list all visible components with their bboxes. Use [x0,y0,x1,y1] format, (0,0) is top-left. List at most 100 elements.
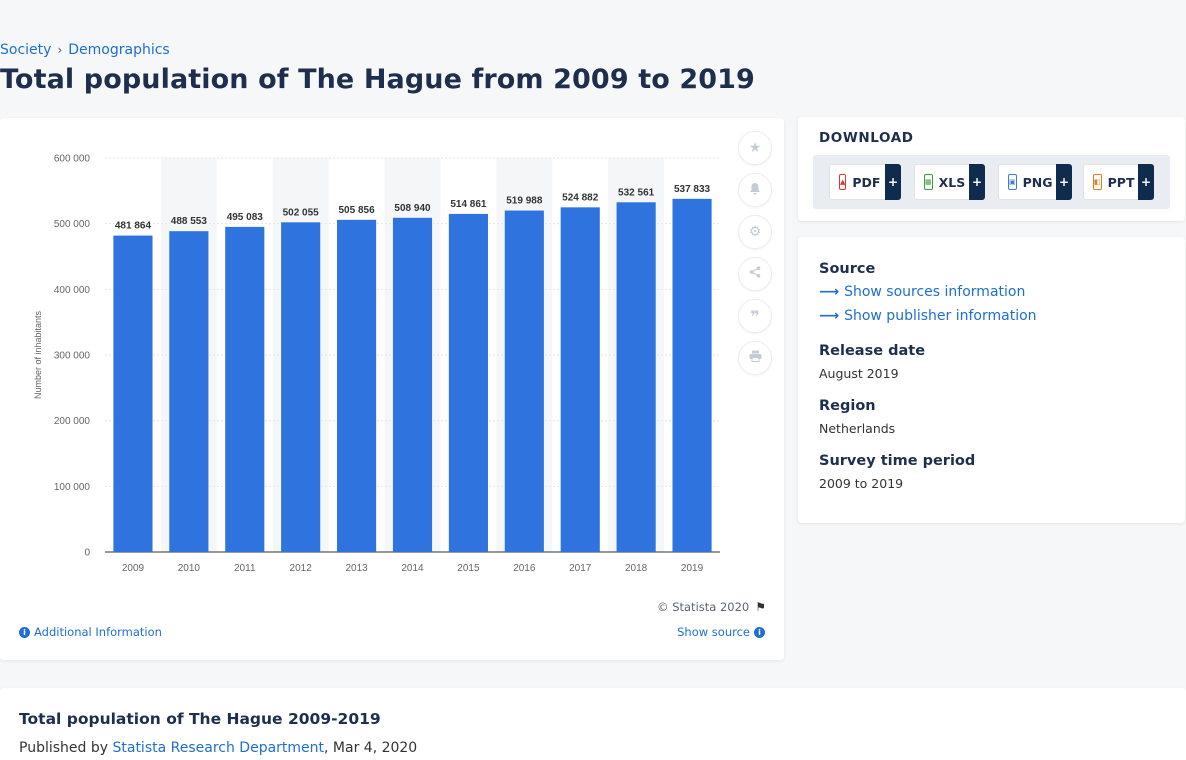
data-label: 505 856 [339,205,376,216]
published-by: Published by Statista Research Departmen… [19,740,417,756]
breadcrumb-demographics[interactable]: Demographics [68,42,170,58]
additional-info-label: Additional Information [34,625,162,639]
x-tick-label: 2016 [513,563,536,574]
x-tick-label: 2010 [178,563,201,574]
show-publisher-link[interactable]: ⟶ Show publisher information [819,308,1037,324]
region-value: Netherlands [819,421,896,436]
x-tick-label: 2009 [122,563,145,574]
region-label: Region [819,398,876,414]
info-icon: i [754,626,765,638]
source-label: Source [819,261,876,277]
bell-icon [749,182,761,199]
xls-plus-button[interactable]: + [969,164,985,200]
bar [392,217,433,552]
copyright-text: © Statista 2020 [657,600,750,614]
bar [560,207,600,552]
data-label: 495 083 [227,212,264,223]
x-tick-label: 2013 [345,563,368,574]
pdf-plus-button[interactable]: + [885,164,901,200]
pdf-label: PDF [852,174,881,190]
release-date-label: Release date [819,343,926,359]
bar [448,213,488,552]
show-sources-link[interactable]: ⟶ Show sources information [819,284,1025,300]
breadcrumb-society[interactable]: Society [0,42,52,58]
flag-icon[interactable]: ⚑ [755,600,766,614]
download-card: DOWNLOAD ▲ PDF + ▦ XLS + ▣ PNG + ◧ PPT + [798,117,1185,221]
info-card: Source ⟶ Show sources information ⟶ Show… [798,237,1185,523]
print-button[interactable] [738,341,772,375]
xls-label: XLS [938,174,966,190]
info-icon: i [19,626,30,638]
show-sources-label: Show sources information [844,284,1026,300]
data-label: 537 833 [674,184,711,195]
ppt-plus-button[interactable]: + [1138,164,1154,200]
y-tick-label: 100 000 [54,482,91,493]
bar [672,198,712,552]
share-icon [749,266,761,282]
bar [113,235,153,552]
breadcrumb-separator: › [57,43,63,57]
release-date-value: August 2019 [819,366,899,381]
ppt-label: PPT [1107,174,1135,190]
data-label: 508 940 [394,203,431,214]
y-tick-label: 600 000 [54,154,91,165]
y-tick-label: 0 [84,548,90,559]
quote-icon: ❞ [750,306,760,326]
xls-file-icon: ▦ [924,174,933,190]
png-label: PNG [1022,174,1053,190]
settings-button[interactable]: ⚙ [738,215,772,249]
data-label: 532 561 [618,187,655,198]
y-tick-label: 200 000 [54,416,91,427]
png-file-icon: ▣ [1008,174,1017,190]
download-ppt-button[interactable]: ◧ PPT + [1083,164,1154,200]
additional-info-link[interactable]: i Additional Information [19,625,162,639]
publisher-link[interactable]: Statista Research Department [112,740,325,756]
download-bar: ▲ PDF + ▦ XLS + ▣ PNG + ◧ PPT + [813,155,1170,209]
y-tick-label: 400 000 [54,285,91,296]
cite-button[interactable]: ❞ [738,299,772,333]
show-source-link[interactable]: Show source i [677,625,765,639]
data-label: 519 988 [506,196,543,207]
description-card: Total population of The Hague 2009-2019 … [0,688,1186,760]
x-tick-label: 2015 [457,563,480,574]
bar [616,202,656,552]
publish-date: , Mar 4, 2020 [324,740,418,756]
print-icon [749,350,762,366]
gear-icon: ⚙ [748,224,762,240]
png-plus-button[interactable]: + [1056,164,1072,200]
share-button[interactable] [738,257,772,291]
download-png-button[interactable]: ▣ PNG + [998,164,1072,200]
data-label: 488 553 [171,216,208,227]
arrow-right-icon: ⟶ [819,284,840,300]
show-publisher-label: Show publisher information [844,308,1037,324]
breadcrumb: Society › Demographics [0,42,170,58]
x-tick-label: 2011 [234,563,256,574]
bar [504,210,544,553]
copyright: © Statista 2020 ⚑ [657,600,766,614]
x-tick-label: 2012 [290,563,313,574]
star-icon: ★ [748,140,762,156]
y-axis-label: Number of inhabitants [33,310,43,399]
pdf-file-icon: ▲ [839,174,847,190]
survey-period-value: 2009 to 2019 [819,476,904,491]
data-label: 524 882 [562,192,599,203]
bar [337,219,377,552]
y-tick-label: 300 000 [54,351,91,362]
favorite-button[interactable]: ★ [738,131,772,165]
data-label: 502 055 [283,207,320,218]
published-by-label: Published by [19,740,109,756]
bar-chart: 0 100 000 200 000 300 000 400 000 500 000 600 … [33,154,720,574]
bar [225,226,265,552]
download-title: DOWNLOAD [819,130,914,146]
y-tick-label: 500 000 [54,219,91,230]
notification-button[interactable] [738,173,772,207]
survey-period-label: Survey time period [819,453,976,469]
chart-card: 0 100 000 200 000 300 000 400 000 500 000 600 … [0,118,784,660]
x-tick-label: 2018 [625,563,648,574]
download-xls-button[interactable]: ▦ XLS + [914,164,985,200]
bar [281,222,321,553]
x-tick-label: 2017 [569,563,592,574]
download-pdf-button[interactable]: ▲ PDF + [829,164,901,200]
data-label: 481 864 [115,221,152,232]
